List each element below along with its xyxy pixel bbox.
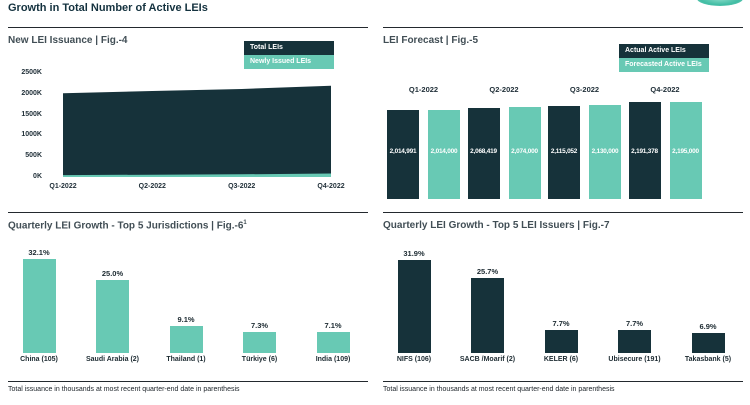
bar bbox=[691, 333, 725, 353]
legend-item-actual-active-leis: Actual Active LEIs bbox=[619, 44, 709, 58]
category-label: KELER (6) bbox=[543, 356, 579, 363]
x-axis-tick-label: Q2-2022 bbox=[138, 183, 166, 190]
bar-value-label: 2,195,000 bbox=[672, 148, 699, 155]
category-label: Thailand (1) bbox=[166, 356, 206, 363]
bar bbox=[96, 280, 129, 353]
legend-item-forecasted-active-leis: Forecasted Active LEIs bbox=[619, 58, 709, 72]
panel-top5-lei-issuers: Quarterly LEI Growth - Top 5 LEI Issuers… bbox=[383, 212, 743, 373]
chart-title-fig5: LEI Forecast | Fig.-5 bbox=[383, 35, 479, 46]
bar-forecast bbox=[589, 105, 621, 199]
x-axis-tick-label: Q3-2022 bbox=[228, 183, 256, 190]
area-series-1 bbox=[63, 173, 331, 177]
bar bbox=[471, 278, 504, 353]
chart-title-fig7: Quarterly LEI Growth - Top 5 LEI Issuers… bbox=[383, 220, 610, 231]
category-label: India (109) bbox=[315, 356, 351, 363]
category-label: Türkiye (6) bbox=[241, 356, 278, 363]
x-axis-tick-label: Q1-2022 bbox=[49, 183, 77, 190]
bar-value-label: 2,068,419 bbox=[470, 148, 497, 155]
area-chart-svg bbox=[63, 85, 331, 177]
quarter-label: Q4-2022 bbox=[650, 85, 680, 94]
y-axis-tick-label: 1500K bbox=[21, 110, 42, 118]
x-axis-tick-label: Q4-2022 bbox=[317, 183, 345, 190]
footnote-divider-left bbox=[8, 381, 368, 382]
chart-title-fig6-text: Quarterly LEI Growth - Top 5 Jurisdictio… bbox=[8, 220, 244, 232]
bar-forecast bbox=[669, 102, 702, 199]
category-label: SACB /Moarif (2) bbox=[459, 356, 516, 363]
bar-value-label: 2,074,000 bbox=[511, 148, 538, 155]
bar bbox=[618, 330, 651, 353]
panel-lei-forecast: LEI Forecast | Fig.-5 Actual Active LEIs… bbox=[383, 27, 743, 208]
bar bbox=[544, 330, 578, 353]
bar-actual bbox=[387, 110, 419, 199]
bar bbox=[243, 332, 276, 353]
brand-logo-icon bbox=[697, 0, 743, 6]
legend-fig5: Actual Active LEIs Forecasted Active LEI… bbox=[619, 44, 709, 72]
y-axis-tick-label: 2000K bbox=[21, 89, 42, 97]
footnote-divider-right bbox=[383, 381, 743, 382]
chart-title-fig6: Quarterly LEI Growth - Top 5 Jurisdictio… bbox=[8, 220, 247, 231]
bar-actual bbox=[628, 102, 661, 199]
bar-value-label: 2,115,052 bbox=[550, 148, 578, 155]
quarter-label: Q3-2022 bbox=[569, 85, 600, 94]
bar bbox=[22, 259, 56, 353]
category-label: Takasbank (5) bbox=[684, 356, 732, 363]
legend-fig4: Total LEIs Newly Issued LEIs bbox=[244, 41, 334, 69]
legend-item-total-leis: Total LEIs bbox=[244, 41, 334, 55]
bar-percentage-label: 25.7% bbox=[476, 267, 499, 276]
bar-percentage-label: 32.1% bbox=[28, 248, 50, 257]
area-series-0 bbox=[63, 85, 331, 177]
category-label: Saudi Arabia (2) bbox=[85, 356, 140, 363]
bar-percentage-label: 7.7% bbox=[552, 319, 570, 328]
bar-percentage-label: 9.1% bbox=[177, 315, 195, 324]
footnote-left: Total issuance in thousands at most rece… bbox=[8, 386, 240, 393]
y-axis-tick-label: 0K bbox=[33, 173, 42, 180]
category-label: Ubisecure (191) bbox=[608, 356, 661, 363]
page-title: Growth in Total Number of Active LEIs bbox=[8, 2, 208, 14]
panel-new-lei-issuance: New LEI Issuance | Fig.-4 Total LEIs New… bbox=[8, 27, 368, 208]
y-axis-tick-label: 2500K bbox=[21, 69, 42, 76]
bar-forecast bbox=[428, 110, 460, 199]
quarter-label: Q1-2022 bbox=[408, 85, 439, 94]
bar-value-label: 2,191,378 bbox=[631, 148, 658, 155]
chart-title-fig6-sup: 1 bbox=[243, 220, 247, 226]
chart-title-fig4: New LEI Issuance | Fig.-4 bbox=[8, 35, 128, 46]
y-axis-tick-label: 500K bbox=[25, 152, 42, 160]
quarter-label: Q2-2022 bbox=[489, 85, 519, 94]
y-axis-tick-label: 1000K bbox=[21, 131, 42, 139]
bar-actual bbox=[467, 108, 500, 199]
panel-top5-jurisdictions: Quarterly LEI Growth - Top 5 Jurisdictio… bbox=[8, 212, 368, 373]
bar-percentage-label: 7.1% bbox=[324, 321, 342, 330]
bar-forecast bbox=[508, 107, 541, 199]
category-label: China (105) bbox=[20, 356, 58, 363]
bar bbox=[169, 326, 203, 353]
bar-value-label: 2,014,000 bbox=[430, 148, 458, 155]
bar-actual bbox=[548, 106, 580, 199]
bar-value-label: 2,130,000 bbox=[591, 148, 619, 155]
legend-item-newly-issued-leis: Newly Issued LEIs bbox=[244, 55, 334, 69]
bar-percentage-label: 25.0% bbox=[101, 269, 124, 278]
bar-percentage-label: 6.9% bbox=[699, 322, 717, 331]
bar-percentage-label: 31.9% bbox=[403, 249, 425, 258]
category-label: NIFS (106) bbox=[396, 356, 432, 363]
bar bbox=[397, 260, 431, 353]
bar-value-label: 2,014,991 bbox=[389, 148, 417, 155]
bar bbox=[316, 332, 350, 353]
bar-percentage-label: 7.3% bbox=[250, 321, 269, 330]
bar-percentage-label: 7.7% bbox=[625, 319, 644, 328]
footnote-right: Total issuance in thousands at most rece… bbox=[383, 386, 615, 393]
